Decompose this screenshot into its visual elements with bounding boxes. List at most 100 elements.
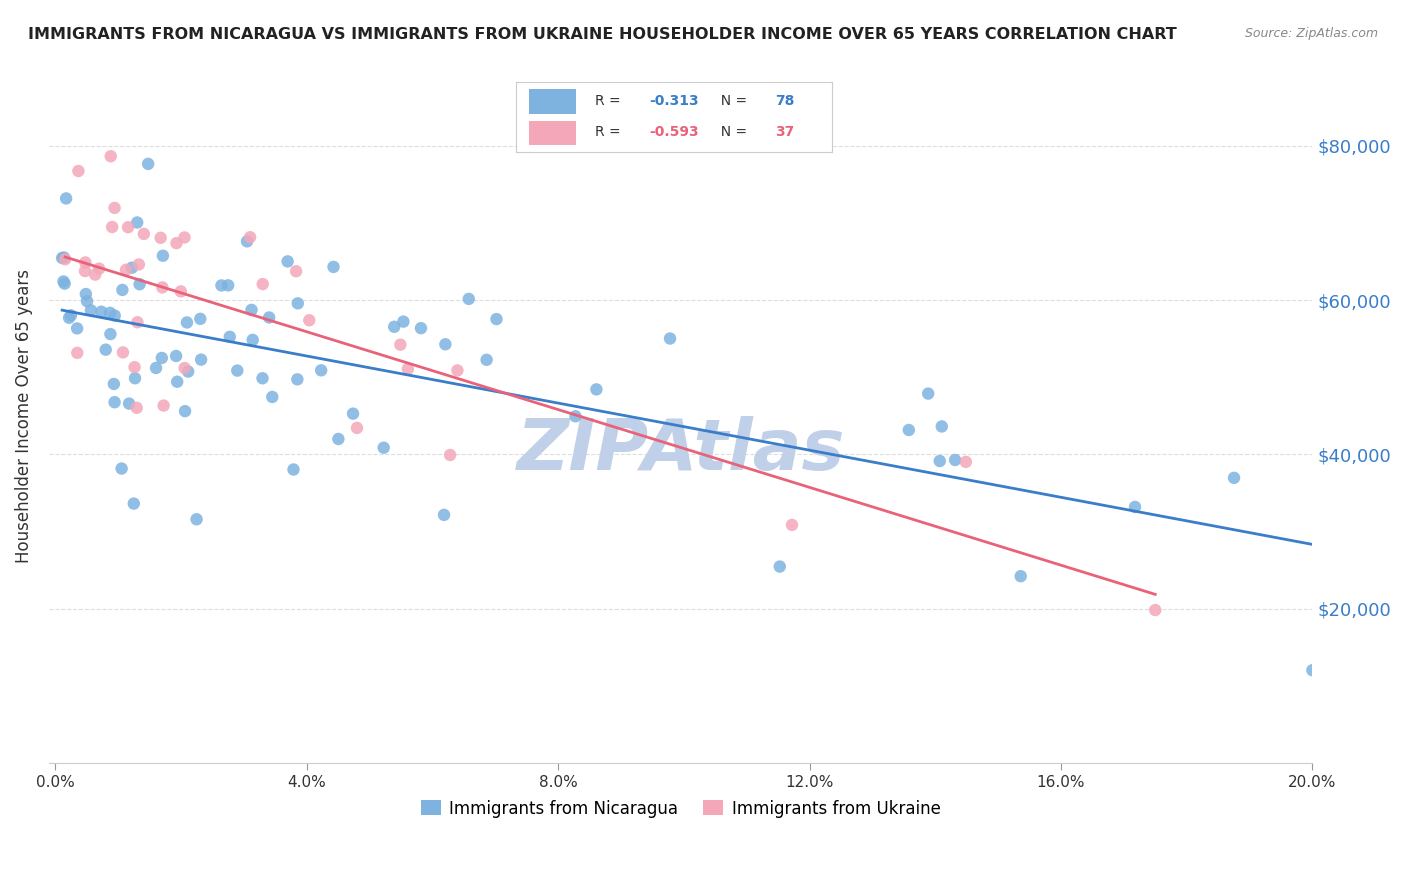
Immigrants from Nicaragua	[943, 453, 966, 467]
Immigrants from Ukraine	[84, 268, 107, 282]
Immigrants from Nicaragua	[585, 383, 607, 397]
Immigrants from Nicaragua	[931, 419, 953, 434]
Immigrants from Ukraine	[111, 345, 134, 359]
Immigrants from Ukraine	[125, 401, 148, 415]
Immigrants from Nicaragua	[98, 306, 121, 320]
Immigrants from Nicaragua	[1223, 471, 1246, 485]
Legend: Immigrants from Nicaragua, Immigrants from Ukraine: Immigrants from Nicaragua, Immigrants fr…	[415, 793, 948, 824]
Immigrants from Nicaragua	[190, 352, 212, 367]
Immigrants from Ukraine	[173, 230, 195, 244]
Immigrants from Ukraine	[346, 421, 368, 435]
Immigrants from Ukraine	[239, 230, 262, 244]
Immigrants from Ukraine	[446, 363, 468, 377]
Immigrants from Ukraine	[66, 346, 89, 360]
Immigrants from Ukraine	[127, 315, 149, 329]
Immigrants from Nicaragua	[75, 287, 97, 301]
Immigrants from Ukraine	[285, 264, 308, 278]
Immigrants from Ukraine	[73, 264, 96, 278]
Immigrants from Nicaragua	[90, 304, 112, 318]
Immigrants from Ukraine	[87, 261, 110, 276]
Immigrants from Nicaragua	[382, 319, 405, 334]
Immigrants from Ukraine	[152, 280, 174, 294]
Immigrants from Ukraine	[53, 252, 76, 267]
Immigrants from Nicaragua	[287, 296, 309, 310]
Immigrants from Ukraine	[955, 455, 977, 469]
Immigrants from Nicaragua	[257, 310, 280, 325]
Immigrants from Nicaragua	[122, 497, 145, 511]
Immigrants from Nicaragua	[309, 363, 332, 377]
Immigrants from Nicaragua	[188, 311, 211, 326]
Immigrants from Nicaragua	[94, 343, 117, 357]
Immigrants from Nicaragua	[328, 432, 350, 446]
Immigrants from Ukraine	[298, 313, 321, 327]
Immigrants from Nicaragua	[136, 157, 159, 171]
Immigrants from Nicaragua	[80, 303, 103, 318]
Immigrants from Nicaragua	[917, 386, 939, 401]
Immigrants from Nicaragua	[252, 371, 274, 385]
Immigrants from Nicaragua	[103, 376, 125, 391]
Immigrants from Ukraine	[165, 236, 187, 251]
Immigrants from Nicaragua	[409, 321, 432, 335]
Immigrants from Ukraine	[132, 227, 155, 241]
Immigrants from Nicaragua	[242, 333, 264, 347]
Immigrants from Ukraine	[396, 362, 419, 376]
Immigrants from Nicaragua	[52, 275, 75, 289]
Immigrants from Nicaragua	[659, 332, 682, 346]
Immigrants from Nicaragua	[59, 309, 82, 323]
Immigrants from Nicaragua	[240, 302, 263, 317]
Immigrants from Nicaragua	[51, 251, 73, 265]
Text: ZIPAtlas: ZIPAtlas	[516, 416, 845, 485]
Immigrants from Nicaragua	[100, 327, 122, 342]
Immigrants from Ukraine	[124, 360, 146, 375]
Immigrants from Ukraine	[1144, 603, 1167, 617]
Immigrants from Nicaragua	[176, 316, 198, 330]
Immigrants from Nicaragua	[1010, 569, 1032, 583]
Immigrants from Nicaragua	[475, 352, 498, 367]
Immigrants from Nicaragua	[769, 559, 792, 574]
Immigrants from Nicaragua	[217, 278, 239, 293]
Immigrants from Ukraine	[152, 399, 174, 413]
Immigrants from Nicaragua	[928, 454, 950, 468]
Immigrants from Nicaragua	[58, 310, 80, 325]
Immigrants from Nicaragua	[277, 254, 299, 268]
Immigrants from Ukraine	[170, 285, 193, 299]
Immigrants from Ukraine	[75, 255, 97, 269]
Immigrants from Nicaragua	[111, 461, 134, 475]
Immigrants from Nicaragua	[485, 312, 508, 326]
Immigrants from Nicaragua	[1301, 663, 1323, 677]
Immigrants from Nicaragua	[150, 351, 173, 365]
Immigrants from Ukraine	[67, 164, 90, 178]
Immigrants from Nicaragua	[76, 294, 98, 309]
Immigrants from Nicaragua	[457, 292, 479, 306]
Immigrants from Nicaragua	[897, 423, 920, 437]
Immigrants from Nicaragua	[226, 363, 249, 377]
Immigrants from Ukraine	[439, 448, 461, 462]
Immigrants from Nicaragua	[165, 349, 187, 363]
Immigrants from Nicaragua	[434, 337, 457, 351]
Immigrants from Nicaragua	[373, 441, 395, 455]
Immigrants from Nicaragua	[152, 249, 174, 263]
Immigrants from Ukraine	[149, 231, 172, 245]
Immigrants from Nicaragua	[392, 315, 415, 329]
Immigrants from Nicaragua	[118, 396, 141, 410]
Immigrants from Nicaragua	[174, 404, 197, 418]
Immigrants from Nicaragua	[66, 321, 89, 335]
Immigrants from Nicaragua	[103, 395, 125, 409]
Immigrants from Ukraine	[117, 220, 139, 235]
Immigrants from Nicaragua	[55, 191, 77, 205]
Immigrants from Ukraine	[780, 517, 803, 532]
Immigrants from Nicaragua	[128, 277, 150, 292]
Immigrants from Nicaragua	[1123, 500, 1146, 514]
Immigrants from Ukraine	[115, 262, 138, 277]
Text: Source: ZipAtlas.com: Source: ZipAtlas.com	[1244, 27, 1378, 40]
Y-axis label: Householder Income Over 65 years: Householder Income Over 65 years	[15, 268, 32, 563]
Immigrants from Ukraine	[389, 337, 412, 351]
Immigrants from Nicaragua	[564, 409, 586, 424]
Immigrants from Nicaragua	[124, 371, 146, 385]
Immigrants from Nicaragua	[127, 215, 149, 229]
Immigrants from Ukraine	[103, 201, 125, 215]
Immigrants from Nicaragua	[262, 390, 284, 404]
Immigrants from Ukraine	[252, 277, 274, 291]
Text: IMMIGRANTS FROM NICARAGUA VS IMMIGRANTS FROM UKRAINE HOUSEHOLDER INCOME OVER 65 : IMMIGRANTS FROM NICARAGUA VS IMMIGRANTS …	[28, 27, 1177, 42]
Immigrants from Nicaragua	[53, 251, 76, 265]
